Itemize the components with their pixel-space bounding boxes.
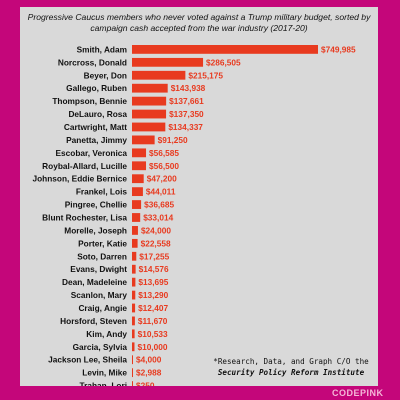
bar xyxy=(132,226,138,235)
bar xyxy=(132,57,204,67)
data-label: $33,014 xyxy=(143,212,173,222)
data-label: $749,985 xyxy=(321,44,356,54)
bar xyxy=(132,213,141,222)
bar xyxy=(132,368,133,378)
bar xyxy=(132,148,147,158)
category-label: Horsford, Steven xyxy=(60,316,127,326)
data-label: $44,011 xyxy=(146,187,176,197)
category-label: Roybal-Allard, Lucille xyxy=(42,161,127,171)
data-label: $36,685 xyxy=(144,200,174,210)
data-label: $91,250 xyxy=(158,135,188,145)
codepink-logo: CODEPINK xyxy=(332,388,384,398)
category-label: Pingree, Chellie xyxy=(65,200,128,210)
category-label: Panetta, Jimmy xyxy=(66,135,127,145)
data-label: $286,505 xyxy=(206,57,241,67)
category-label: Evans, Dwight xyxy=(70,264,127,274)
category-label: Beyer, Don xyxy=(84,70,127,80)
bar xyxy=(132,45,318,54)
category-label: Thompson, Bennie xyxy=(52,96,127,106)
chart-panel: Progressive Caucus members who never vot… xyxy=(20,7,378,386)
bar xyxy=(132,290,136,300)
bar xyxy=(132,238,138,248)
data-label: $13,290 xyxy=(138,290,168,300)
category-label: Kim, Andy xyxy=(86,329,127,339)
category-label: Dean, Madeleine xyxy=(62,277,127,287)
bar xyxy=(132,174,144,184)
data-label: $11,670 xyxy=(138,316,168,326)
category-label: Blunt Rochester, Lisa xyxy=(42,212,127,222)
category-label: Norcross, Donald xyxy=(58,57,127,67)
bar xyxy=(132,303,136,313)
bar xyxy=(132,83,168,93)
bar xyxy=(132,109,167,119)
credit-note: *Research, Data, and Graph C/O the Secur… xyxy=(205,356,377,378)
bar xyxy=(132,355,133,365)
category-label: Trahan, Lori xyxy=(80,381,127,386)
bar xyxy=(132,342,135,352)
bar xyxy=(132,329,135,339)
data-label: $10,000 xyxy=(137,342,167,352)
data-label: $24,000 xyxy=(141,225,171,235)
category-label: Garcia, Sylvia xyxy=(73,342,128,352)
data-label: $215,175 xyxy=(188,70,223,80)
category-label: Gallego, Ruben xyxy=(66,83,127,93)
bar xyxy=(132,135,155,145)
category-label: Craig, Angie xyxy=(78,303,127,313)
category-label: DeLauro, Rosa xyxy=(68,109,127,119)
credit-organization: Security Policy Reform Institute xyxy=(217,368,365,377)
bar xyxy=(132,251,137,261)
bar xyxy=(132,161,147,171)
category-label: Cartwright, Matt xyxy=(64,122,127,132)
data-label: $22,558 xyxy=(141,238,171,248)
category-label: Levin, Mike xyxy=(82,368,127,378)
bar xyxy=(132,264,136,274)
data-label: $47,200 xyxy=(147,174,177,184)
category-label: Smith, Adam xyxy=(77,44,127,54)
data-label: $2,988 xyxy=(136,368,162,378)
credit-line-1: *Research, Data, and Graph C/O the xyxy=(213,357,369,366)
category-label: Jackson Lee, Sheila xyxy=(48,355,127,365)
data-label: $13,695 xyxy=(138,277,168,287)
data-label: $134,337 xyxy=(168,122,203,132)
category-label: Frankel, Lois xyxy=(76,187,128,197)
bar xyxy=(132,200,142,209)
data-label: $4,000 xyxy=(136,355,162,365)
data-label: $10,533 xyxy=(138,329,168,339)
data-label: $12,407 xyxy=(138,303,168,313)
bar xyxy=(132,70,186,80)
bar xyxy=(132,316,135,326)
chart-title: Progressive Caucus members who never vot… xyxy=(27,12,371,33)
bar xyxy=(132,187,143,197)
data-label: $14,576 xyxy=(139,264,169,274)
category-label: Scanlon, Mary xyxy=(71,290,128,300)
category-label: Morelle, Joseph xyxy=(64,225,127,235)
bar-chart: Smith, Adam $749,985 Norcross, Donald $286,… xyxy=(32,44,356,386)
bar xyxy=(132,122,166,132)
category-label: Escobar, Veronica xyxy=(56,148,128,158)
data-label: $17,255 xyxy=(139,251,169,261)
data-label: $137,661 xyxy=(169,96,204,106)
bar xyxy=(132,96,167,106)
data-label: $137,350 xyxy=(169,109,204,119)
data-label: $56,500 xyxy=(149,161,179,171)
bar xyxy=(132,381,133,386)
data-label: $56,585 xyxy=(149,148,179,158)
category-label: Porter, Katie xyxy=(78,238,127,248)
category-label: Soto, Darren xyxy=(77,251,127,261)
data-label: $250 xyxy=(136,381,155,386)
bar xyxy=(132,277,136,287)
data-label: $143,938 xyxy=(171,83,206,93)
category-label: Johnson, Eddie Bernice xyxy=(32,174,127,184)
